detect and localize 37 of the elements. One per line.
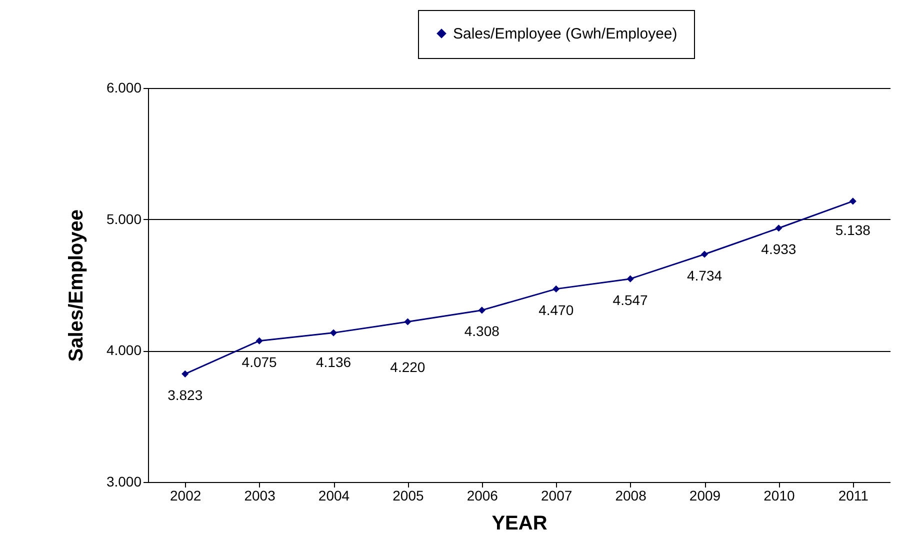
x-tick-label: 2003	[244, 488, 276, 504]
data-label: 4.933	[761, 241, 796, 258]
data-label: 4.220	[390, 358, 426, 375]
x-axis-title: YEAR	[492, 512, 548, 534]
x-tick-label: 2011	[838, 488, 869, 504]
data-label: 4.075	[242, 354, 278, 370]
y-tick-label: 6.000	[106, 80, 142, 96]
point	[182, 370, 189, 378]
x-tick-label: 2007	[541, 488, 572, 504]
point	[700, 250, 708, 258]
x-tick-label: 2002	[170, 488, 202, 504]
point	[849, 198, 856, 205]
point	[256, 337, 263, 344]
y-tick-label: 3.000	[106, 474, 142, 490]
legend-label: Sales/Employee (Gwh/Employee)	[453, 26, 678, 42]
data-label: 4.308	[464, 323, 500, 340]
point	[626, 275, 634, 282]
x-tick-label: 2009	[689, 488, 721, 504]
point	[330, 329, 338, 336]
data-label: 4.470	[538, 302, 574, 318]
x-tick-label: 2005	[392, 488, 424, 504]
x-tick-label: 2004	[318, 488, 350, 504]
y-tick-label: 5.000	[106, 210, 142, 227]
data-label: 4.547	[612, 292, 648, 308]
x-tick-label: 2010	[764, 488, 795, 504]
point	[552, 285, 560, 292]
x-tick-label: 2008	[615, 488, 647, 504]
point	[478, 306, 486, 314]
data-label: 4.734	[686, 267, 722, 284]
y-tick-label: 4.000	[106, 342, 142, 358]
data-label: 5.138	[835, 222, 871, 238]
point	[404, 318, 412, 326]
x-tick-label: 2006	[466, 488, 498, 504]
data-label: 3.823	[168, 386, 203, 403]
point	[775, 224, 782, 232]
y-axis-title: Sales/Employee	[65, 209, 88, 362]
data-label: 4.136	[316, 354, 352, 370]
